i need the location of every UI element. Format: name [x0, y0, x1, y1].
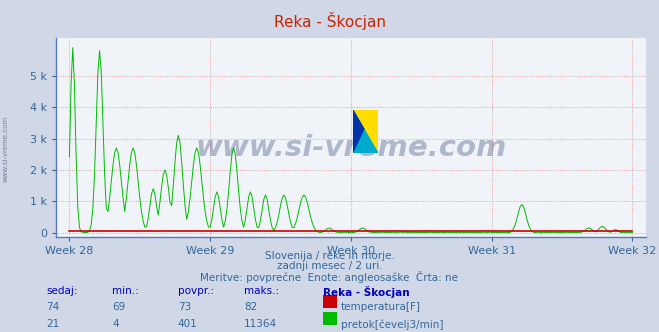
Text: temperatura[F]: temperatura[F] — [341, 302, 420, 312]
Text: pretok[čevelj3/min]: pretok[čevelj3/min] — [341, 319, 444, 330]
Text: 401: 401 — [178, 319, 198, 329]
Text: Meritve: povprečne  Enote: angleosaške  Črta: ne: Meritve: povprečne Enote: angleosaške Čr… — [200, 271, 459, 283]
Text: 21: 21 — [46, 319, 59, 329]
Text: zadnji mesec / 2 uri.: zadnji mesec / 2 uri. — [277, 261, 382, 271]
Text: 74: 74 — [46, 302, 59, 312]
Text: 82: 82 — [244, 302, 257, 312]
Text: min.:: min.: — [112, 286, 139, 296]
Text: Reka - Škocjan: Reka - Škocjan — [273, 12, 386, 30]
Polygon shape — [353, 110, 378, 153]
Text: 4: 4 — [112, 319, 119, 329]
Text: Reka - Škocjan: Reka - Škocjan — [323, 286, 409, 298]
Polygon shape — [353, 110, 378, 153]
Text: www.si-vreme.com: www.si-vreme.com — [195, 134, 507, 162]
Text: www.si-vreme.com: www.si-vreme.com — [2, 116, 9, 183]
Text: 73: 73 — [178, 302, 191, 312]
Text: 69: 69 — [112, 302, 125, 312]
Text: 11364: 11364 — [244, 319, 277, 329]
Text: povpr.:: povpr.: — [178, 286, 214, 296]
Text: maks.:: maks.: — [244, 286, 279, 296]
Text: sedaj:: sedaj: — [46, 286, 78, 296]
Polygon shape — [353, 110, 364, 153]
Text: Slovenija / reke in morje.: Slovenija / reke in morje. — [264, 251, 395, 261]
